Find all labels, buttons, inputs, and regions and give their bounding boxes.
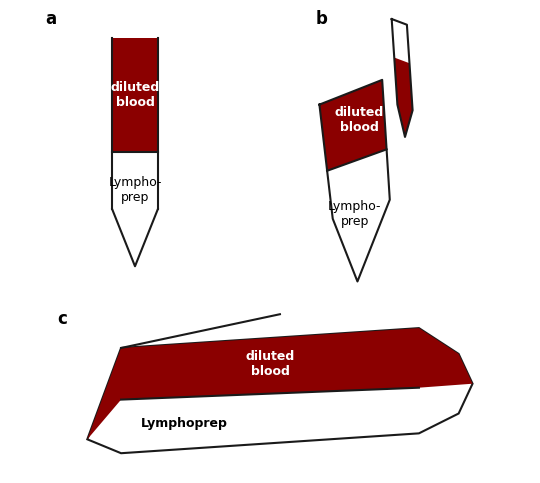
Polygon shape xyxy=(394,57,413,137)
Text: a: a xyxy=(45,10,57,28)
Text: b: b xyxy=(315,10,327,28)
Text: diluted
blood: diluted blood xyxy=(245,350,295,378)
Text: Lymphoprep: Lymphoprep xyxy=(141,417,228,430)
Text: Lympho-
prep: Lympho- prep xyxy=(328,199,382,227)
Text: diluted
blood: diluted blood xyxy=(335,106,384,134)
Text: diluted
blood: diluted blood xyxy=(110,81,160,109)
Polygon shape xyxy=(87,328,472,453)
Text: Lympho-
prep: Lympho- prep xyxy=(108,176,162,204)
Polygon shape xyxy=(327,149,390,282)
Polygon shape xyxy=(87,328,472,440)
Polygon shape xyxy=(320,80,387,171)
Text: c: c xyxy=(58,310,68,328)
Polygon shape xyxy=(112,38,158,152)
Polygon shape xyxy=(112,152,158,266)
